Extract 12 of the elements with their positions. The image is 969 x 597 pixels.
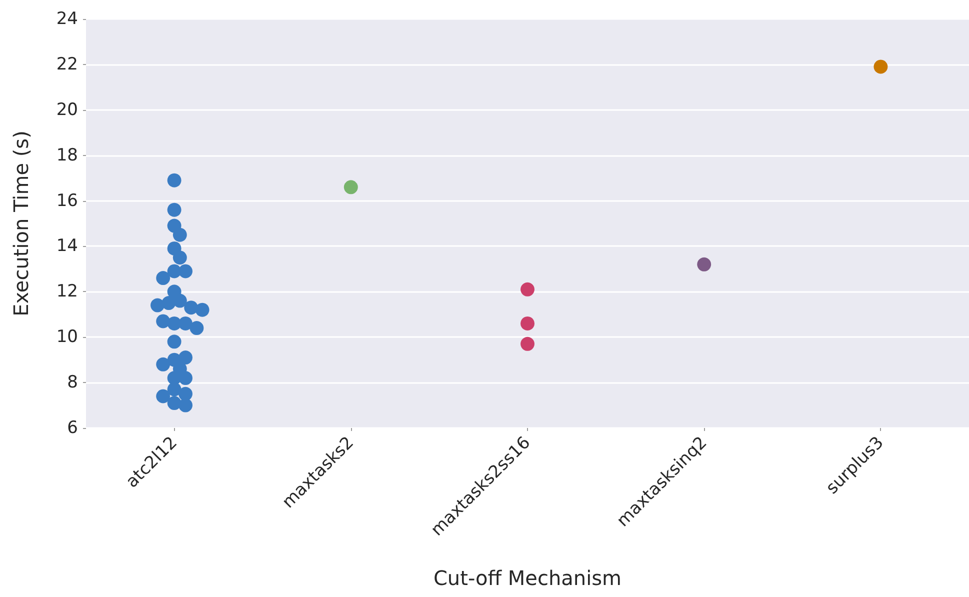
y-tick-label: 6 xyxy=(67,418,78,438)
y-tick-label: 22 xyxy=(56,54,78,74)
y-tick-label: 18 xyxy=(56,145,78,166)
y-tick-label: 20 xyxy=(56,100,78,120)
y-tick-label: 14 xyxy=(56,236,78,256)
y-axis-title: Execution Time (s) xyxy=(9,130,33,316)
y-tick-label: 10 xyxy=(56,327,78,348)
y-tick-label: 12 xyxy=(56,282,78,302)
y-tick-label: 16 xyxy=(56,190,78,211)
y-tick-label: 24 xyxy=(56,9,78,29)
x-axis-title: Cut-off Mechanism xyxy=(433,566,622,590)
y-tick-label: 8 xyxy=(67,372,78,393)
